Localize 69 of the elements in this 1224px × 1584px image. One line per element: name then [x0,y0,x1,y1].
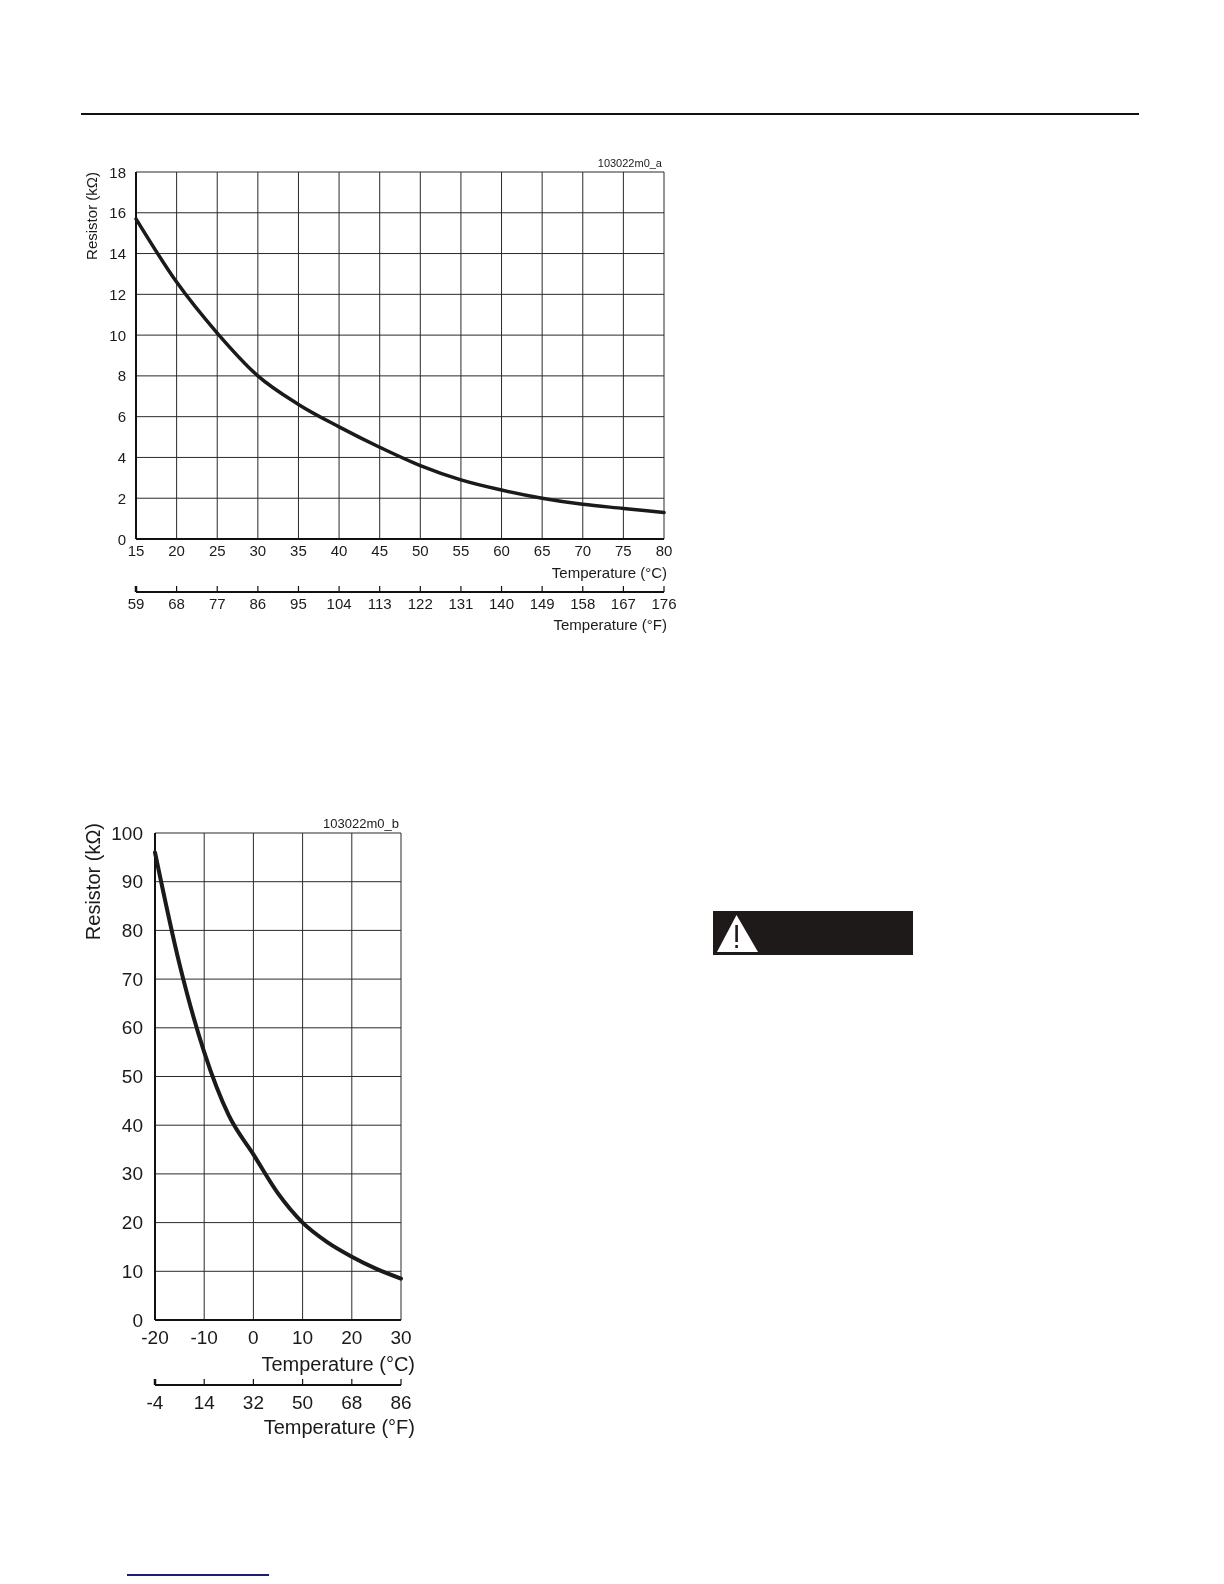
x-tick-label: 80 [655,542,673,559]
y-tick-label: 0 [117,530,126,548]
y-tick-label: 12 [109,285,126,303]
x2-axis-title: Temperature (°F) [263,1416,415,1438]
y-tick-label: 40 [121,1114,143,1136]
y-tick-label: 4 [117,448,126,466]
x2-tick-label: 122 [407,595,433,612]
x-tick-label: 35 [290,542,307,559]
x2-tick-label: 158 [570,595,596,612]
x2-tick-label: 68 [168,595,185,612]
x2-tick-label: 167 [610,595,636,612]
x2-tick-label: 68 [341,1392,363,1413]
x-tick-label: 0 [248,1327,259,1348]
x2-tick-label: 95 [290,595,307,612]
x-tick-label: 50 [411,542,429,559]
y-tick-label: 70 [121,968,143,990]
y-axis-title: Resistor (kΩ) [82,823,104,941]
y-tick-label: 18 [109,163,126,181]
x-tick-label: 30 [390,1327,412,1348]
x2-tick-label: 104 [326,595,352,612]
x-tick-label: 30 [249,542,267,559]
x-tick-label: 75 [615,542,632,559]
x-tick-label: 20 [168,542,185,559]
x-tick-label: 10 [292,1327,314,1348]
x2-tick-label: 77 [208,595,226,612]
x2-tick-label: 59 [127,595,145,612]
x2-tick-label: 149 [529,595,555,612]
x2-tick-label: 113 [367,595,392,612]
y-axis-title: Resistor (kΩ) [82,172,100,260]
y-tick-label: 14 [109,245,126,263]
x-tick-label: 25 [208,542,226,559]
x2-tick-label: 140 [489,595,515,612]
x-tick-label: 70 [574,542,592,559]
y-tick-label: 10 [109,326,126,344]
x-tick-label: 55 [452,542,470,559]
y-tick-label: 90 [121,871,143,893]
x-tick-label: 65 [533,542,551,559]
text: 103022m0_b [323,816,399,831]
text: 103022m0_a [597,157,663,169]
x-tick-label: 40 [330,542,348,559]
y-tick-label: 30 [121,1163,143,1185]
y-tick-label: 20 [121,1212,143,1234]
x2-tick-label: 86 [390,1392,412,1413]
y-tick-label: 8 [117,367,126,385]
x-tick-label: 45 [371,542,389,559]
x2-tick-label: 176 [651,595,677,612]
x2-tick-label: -4 [146,1392,164,1413]
x2-tick-label: 32 [242,1392,264,1413]
x-tick-label: 20 [341,1327,363,1348]
y-tick-label: 0 [132,1309,143,1331]
x2-tick-label: 86 [249,595,267,612]
x-tick-label: -10 [190,1327,218,1348]
x-tick-label: -20 [141,1327,169,1348]
x2-tick-label: 50 [292,1392,314,1413]
x-axis-title: Temperature (°C) [261,1353,415,1375]
x2-tick-label: 131 [448,595,474,612]
y-tick-label: 16 [109,204,126,222]
x-tick-label: 15 [127,542,145,559]
y-tick-label: 10 [121,1260,143,1282]
x2-tick-label: 14 [193,1392,216,1413]
y-tick-label: 100 [111,822,143,844]
y-tick-label: 50 [121,1066,143,1087]
y-tick-label: 80 [121,919,143,941]
y-tick-label: 6 [117,408,126,426]
x2-axis-title: Temperature (°F) [553,616,667,633]
x-axis-title: Temperature (°C) [551,564,667,581]
y-tick-label: 2 [117,489,126,507]
y-tick-label: 60 [121,1017,143,1039]
x-tick-label: 60 [493,542,510,559]
